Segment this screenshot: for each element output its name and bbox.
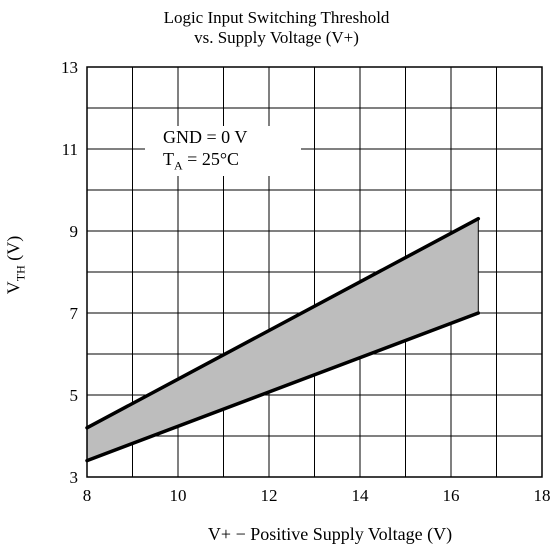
lower-threshold-line bbox=[85, 311, 481, 463]
y-tick-label: 11 bbox=[62, 140, 78, 159]
annotation-t-sub: A bbox=[174, 158, 183, 173]
annotation-gnd: GND = 0 V bbox=[163, 127, 248, 147]
x-tick-label: 10 bbox=[170, 486, 187, 505]
x-tick-label: 12 bbox=[261, 486, 278, 505]
x-axis-label: V+ − Positive Supply Voltage (V) bbox=[207, 524, 453, 544]
y-tick-label: 13 bbox=[61, 58, 78, 77]
annotation-t-value: = 25°C bbox=[182, 149, 240, 169]
x-tick-label: 8 bbox=[83, 486, 92, 505]
y-tick-label: 5 bbox=[70, 386, 79, 405]
y-axis-label: VTH (V) bbox=[4, 236, 29, 295]
annotation-t: T bbox=[163, 149, 174, 169]
threshold-band bbox=[86, 217, 479, 462]
x-tick-label: 16 bbox=[443, 486, 460, 505]
chart-title: Logic Input Switching Threshold bbox=[163, 8, 390, 27]
y-tick-label: 3 bbox=[70, 468, 79, 487]
series-lines bbox=[85, 216, 481, 463]
x-tick-label: 18 bbox=[534, 486, 551, 505]
condition-annotation: GND = 0 V TA = 25°C bbox=[145, 126, 301, 176]
annotation-temperature: TA = 25°C bbox=[163, 148, 301, 177]
upper-threshold-line bbox=[85, 216, 481, 430]
threshold-band-fill bbox=[86, 217, 479, 462]
x-tick-label: 14 bbox=[352, 486, 370, 505]
y-axis-label-rest: (V) bbox=[3, 235, 24, 266]
y-axis-label-sub: TH bbox=[13, 265, 28, 282]
chart-subtitle: vs. Supply Voltage (V+) bbox=[194, 28, 359, 47]
y-tick-label: 9 bbox=[70, 222, 79, 241]
y-axis-label-main: V bbox=[3, 281, 24, 295]
y-tick-label: 7 bbox=[70, 304, 79, 323]
plot-frame bbox=[86, 66, 543, 478]
tick-labels: 8 10 12 14 16 18 3 5 7 9 11 13 bbox=[61, 58, 551, 505]
